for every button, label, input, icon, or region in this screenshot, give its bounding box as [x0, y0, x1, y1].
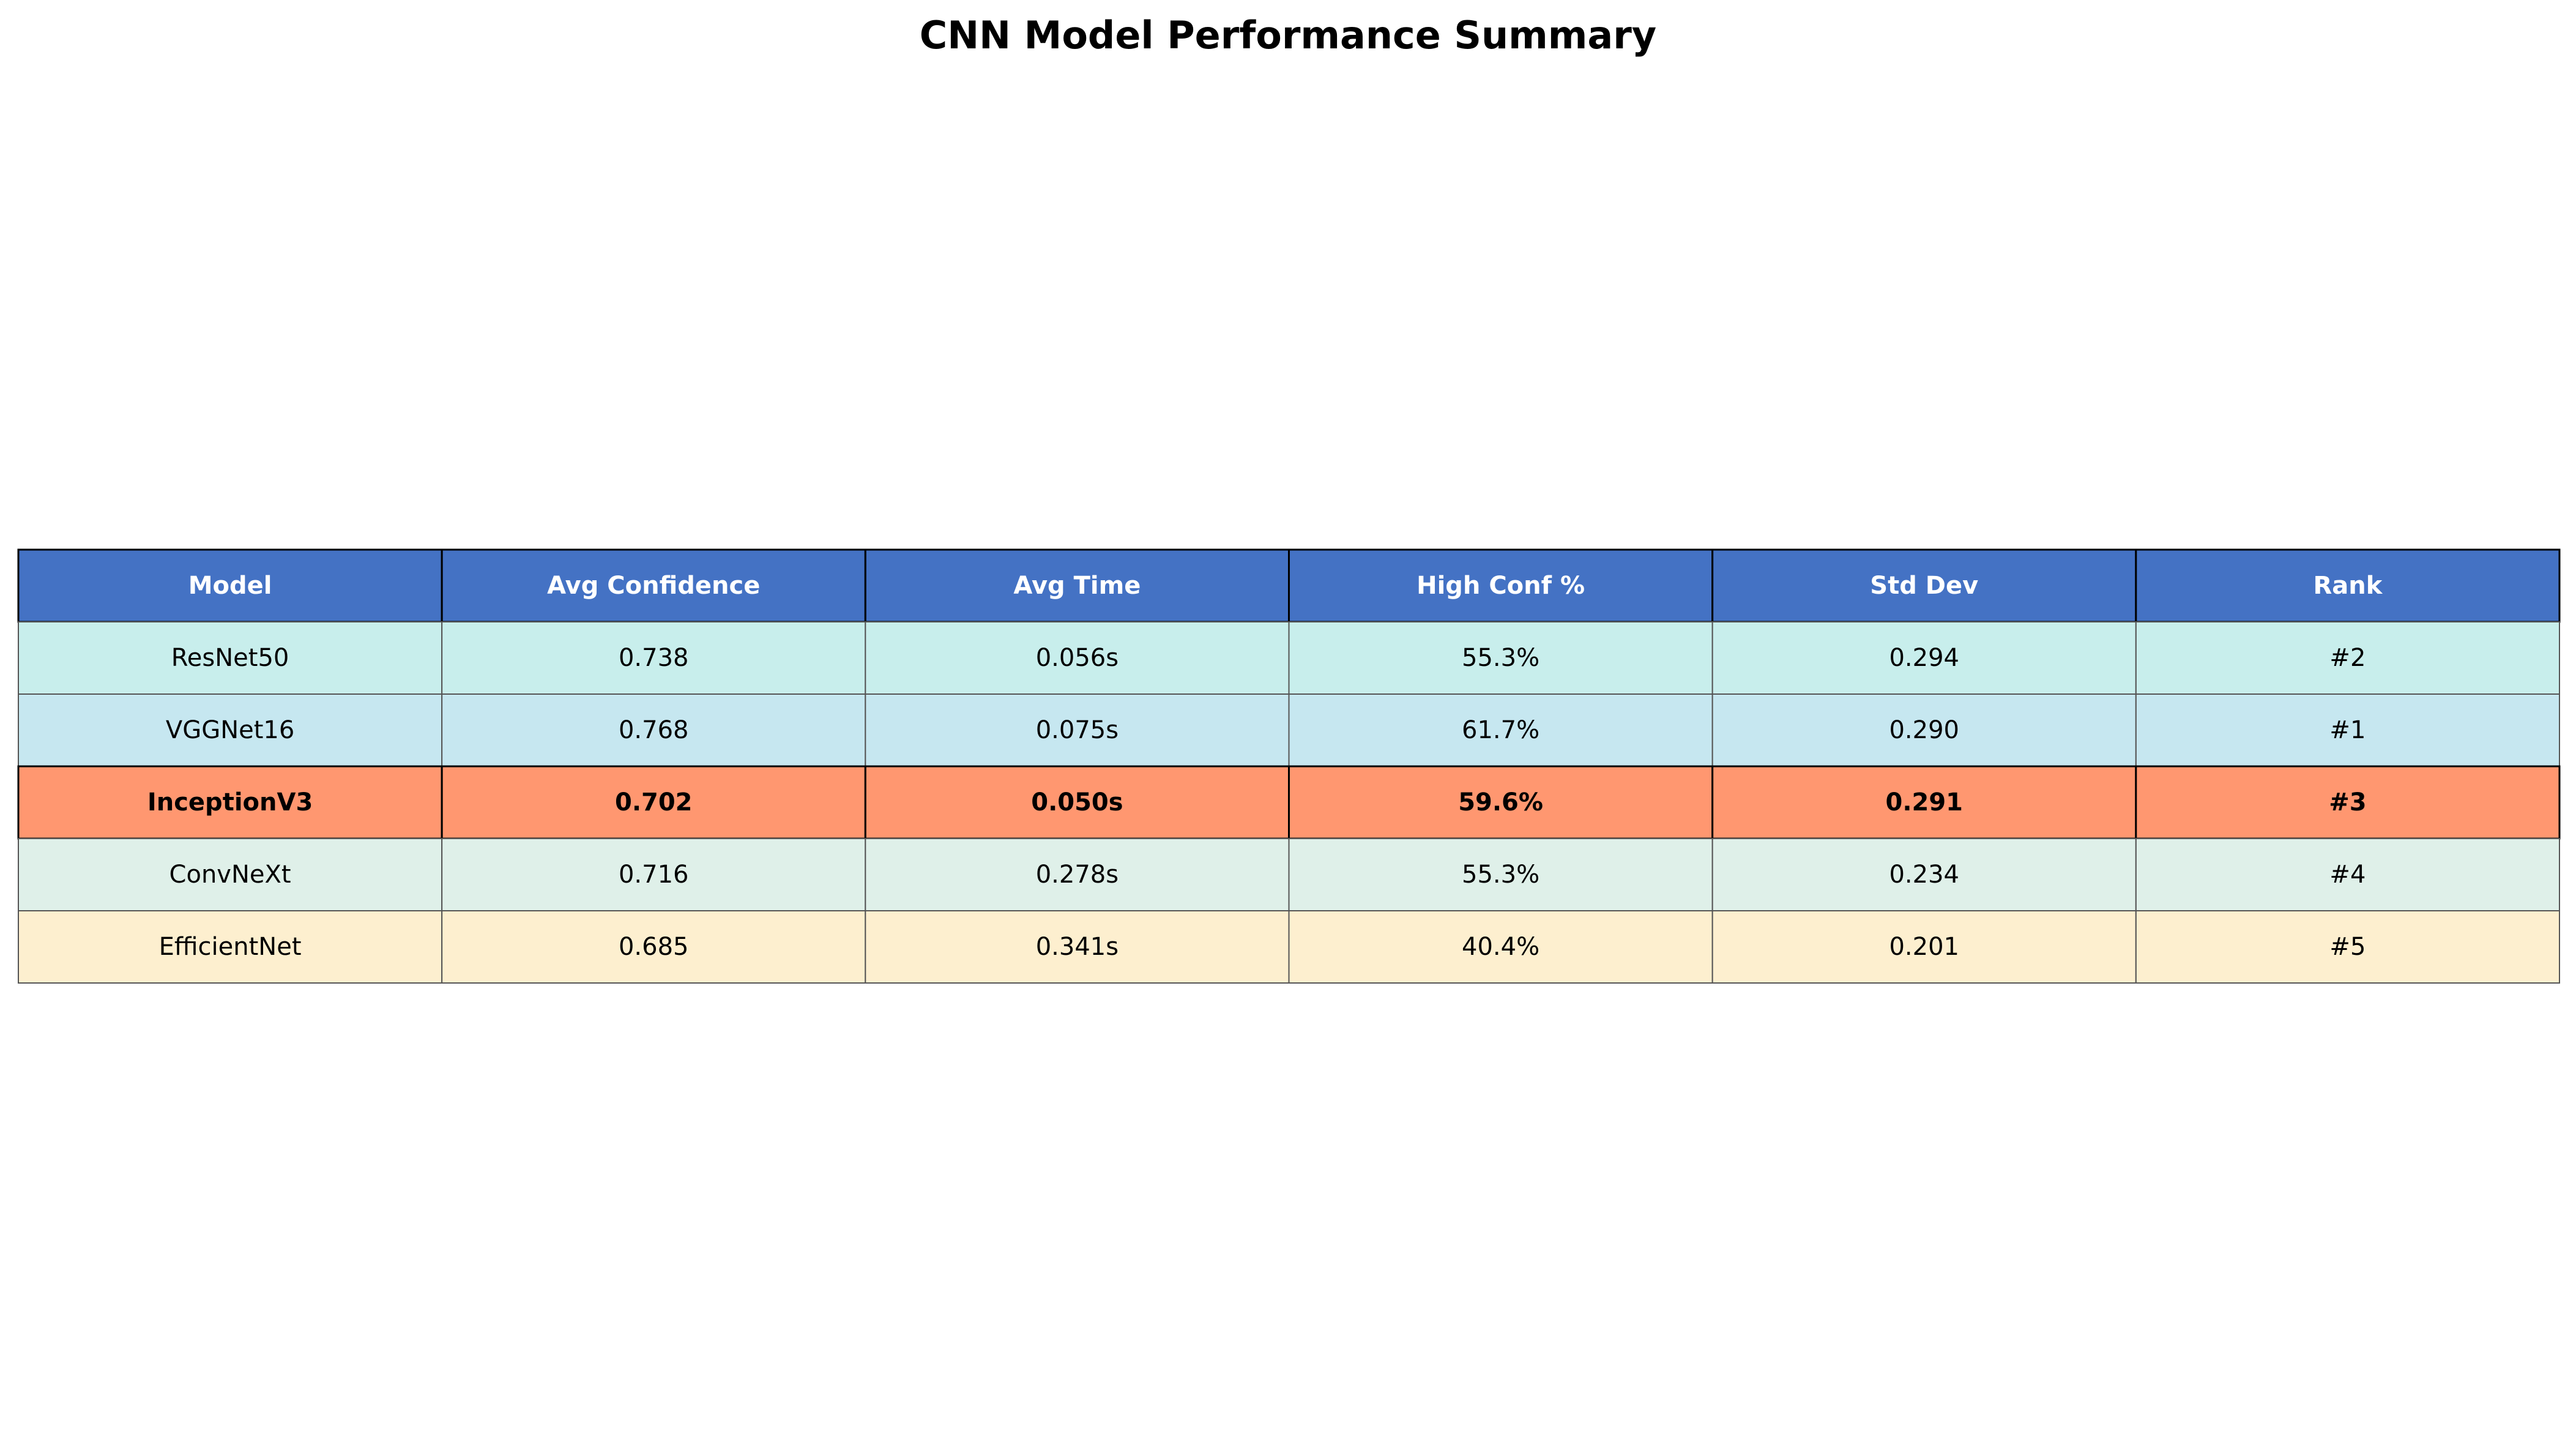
metric-cell: 0.075s — [1036, 716, 1119, 744]
model-name-cell: ResNet50 — [171, 644, 289, 672]
metric-cell: #2 — [2329, 644, 2366, 672]
metric-cell: 61.7% — [1462, 716, 1539, 744]
table-cell-bg — [1711, 765, 2137, 840]
metric-cell: #5 — [2329, 933, 2366, 961]
table-cell-bg — [18, 693, 443, 767]
metric-cell: 0.291 — [1885, 788, 1963, 817]
metric-cell: 0.201 — [1889, 933, 1959, 961]
table-cell-bg — [2135, 910, 2560, 984]
model-name-cell: VGGNet16 — [166, 716, 294, 744]
metric-cell: 0.702 — [615, 788, 693, 817]
metric-cell: 40.4% — [1462, 933, 1539, 961]
column-header: Std Dev — [1870, 572, 1978, 600]
metric-cell: 0.290 — [1889, 716, 1959, 744]
metric-cell: #4 — [2329, 861, 2366, 889]
table-cell-bg — [441, 765, 866, 840]
table-cell-bg — [441, 693, 866, 767]
metric-cell: 0.050s — [1031, 788, 1123, 817]
table-cell-bg — [1288, 910, 1713, 984]
metric-cell: 59.6% — [1458, 788, 1543, 817]
table-cell-bg — [2135, 693, 2560, 767]
metric-cell: 0.768 — [619, 716, 689, 744]
table-cell-bg — [864, 765, 1290, 840]
table-cell-bg — [17, 765, 443, 840]
metric-cell: 0.685 — [619, 933, 689, 961]
metric-cell: 55.3% — [1462, 861, 1539, 889]
metric-cell: 0.341s — [1036, 933, 1119, 961]
metric-cell: 0.294 — [1889, 644, 1959, 672]
metric-cell: 0.278s — [1036, 861, 1119, 889]
table-cell-bg — [1288, 693, 1713, 767]
table-cell-bg — [441, 838, 866, 911]
table-cell-bg — [2135, 621, 2560, 695]
header-cell-1 — [441, 548, 866, 623]
table-cell-bg — [18, 838, 443, 911]
table-cell-bg — [1711, 910, 2137, 984]
model-name-cell: InceptionV3 — [147, 788, 313, 817]
table-cell-bg — [865, 693, 1290, 767]
metric-cell: #3 — [2329, 788, 2366, 817]
column-header: Model — [188, 572, 272, 600]
model-name-cell: EfficientNet — [159, 933, 302, 961]
metric-cell: 55.3% — [1462, 644, 1539, 672]
table-cell-bg — [2135, 765, 2561, 840]
column-header: High Conf % — [1416, 572, 1585, 600]
metric-cell: #1 — [2329, 716, 2366, 744]
table-cell-bg — [2135, 838, 2560, 911]
header-cell-0 — [17, 548, 443, 623]
column-header: Rank — [2313, 572, 2383, 600]
table-cell-bg — [441, 621, 866, 695]
metric-cell: 0.056s — [1036, 644, 1119, 672]
metric-cell: 0.738 — [619, 644, 689, 672]
column-header: Avg Confidence — [547, 572, 760, 600]
header-cell-2 — [864, 548, 1290, 623]
chart-title: CNN Model Performance Summary — [919, 13, 1657, 58]
table-cell-bg — [18, 621, 443, 695]
table-cell-bg — [1288, 621, 1713, 695]
table-cell-bg — [1711, 838, 2137, 911]
metric-cell: 0.716 — [619, 861, 689, 889]
table-cell-bg — [1711, 693, 2137, 767]
table-cell-bg — [1288, 765, 1714, 840]
table-cell-bg — [865, 621, 1290, 695]
model-name-cell: ConvNeXt — [169, 861, 291, 889]
metric-cell: 0.234 — [1889, 861, 1959, 889]
column-header: Avg Time — [1013, 572, 1141, 600]
table-cell-bg — [865, 910, 1290, 984]
table-cell-bg — [18, 910, 443, 984]
